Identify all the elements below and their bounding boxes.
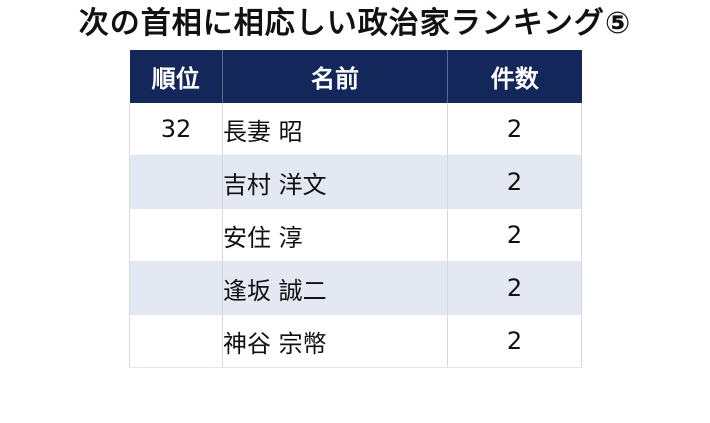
count-cell: 2 bbox=[447, 208, 582, 262]
count-cell: 2 bbox=[447, 155, 582, 209]
rank-cell bbox=[129, 208, 223, 262]
rank-cell bbox=[129, 261, 223, 315]
table-header-row: 順位 名前 件数 bbox=[129, 50, 582, 103]
rank-cell: 32 bbox=[129, 103, 223, 156]
table-row: 32 長妻 昭 2 bbox=[129, 103, 582, 156]
column-header-count: 件数 bbox=[447, 50, 582, 103]
table-row: 神谷 宗幣 2 bbox=[129, 314, 582, 368]
name-cell: 長妻 昭 bbox=[222, 103, 448, 156]
table-row: 安住 淳 2 bbox=[129, 208, 582, 262]
table-row: 吉村 洋文 2 bbox=[129, 155, 582, 209]
name-cell: 神谷 宗幣 bbox=[222, 314, 448, 368]
page-title: 次の首相に相応しい政治家ランキング⑤ bbox=[78, 6, 632, 41]
name-cell: 逢坂 誠二 bbox=[222, 261, 448, 315]
rank-cell bbox=[129, 155, 223, 209]
count-cell: 2 bbox=[447, 314, 582, 368]
name-cell: 吉村 洋文 bbox=[222, 155, 448, 209]
count-cell: 2 bbox=[447, 103, 582, 156]
ranking-table: 順位 名前 件数 32 長妻 昭 2 吉村 洋文 2 安住 淳 2 逢坂 誠二 … bbox=[129, 50, 582, 368]
column-header-name: 名前 bbox=[222, 50, 448, 103]
table-row: 逢坂 誠二 2 bbox=[129, 261, 582, 315]
count-cell: 2 bbox=[447, 261, 582, 315]
column-header-rank: 順位 bbox=[129, 50, 223, 103]
rank-cell bbox=[129, 314, 223, 368]
name-cell: 安住 淳 bbox=[222, 208, 448, 262]
